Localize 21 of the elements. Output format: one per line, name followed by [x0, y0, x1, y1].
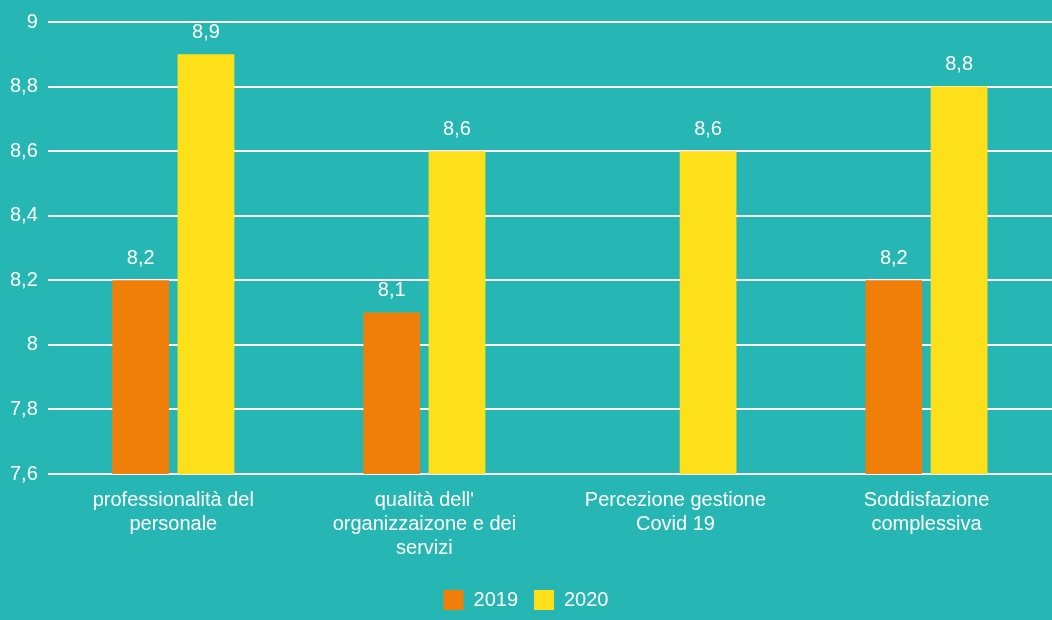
- y-tick-label: 7,6: [9, 461, 38, 484]
- x-tick-label: Percezione gestione Covid 19: [584, 487, 767, 534]
- x-tick-label: professionalità del personale: [92, 487, 254, 534]
- y-tick-label: 8,2: [9, 267, 38, 290]
- data-label: 8,2: [879, 245, 908, 268]
- y-tick-label: 8,6: [9, 138, 38, 161]
- y-tick-label: 7,8: [9, 396, 38, 419]
- data-label: 8,2: [126, 245, 155, 268]
- data-label: 8,9: [192, 19, 220, 42]
- y-tick-label: 8,4: [9, 203, 38, 226]
- data-label: 8,1: [377, 278, 406, 301]
- x-tick-label: qualità dell' organizzaizone e dei servizi: [332, 487, 517, 558]
- y-tick-label: 9: [26, 9, 38, 32]
- legend-label: 2020: [564, 587, 609, 610]
- legend-label: 2019: [473, 587, 519, 610]
- data-label: 8,8: [945, 52, 974, 75]
- y-tick-label: 8: [26, 332, 38, 355]
- data-label: 8,6: [443, 116, 471, 139]
- y-tick-label: 8,8: [9, 74, 38, 97]
- data-label: 8,6: [694, 116, 722, 139]
- x-tick-label: Soddisfazione complessiva: [863, 487, 990, 534]
